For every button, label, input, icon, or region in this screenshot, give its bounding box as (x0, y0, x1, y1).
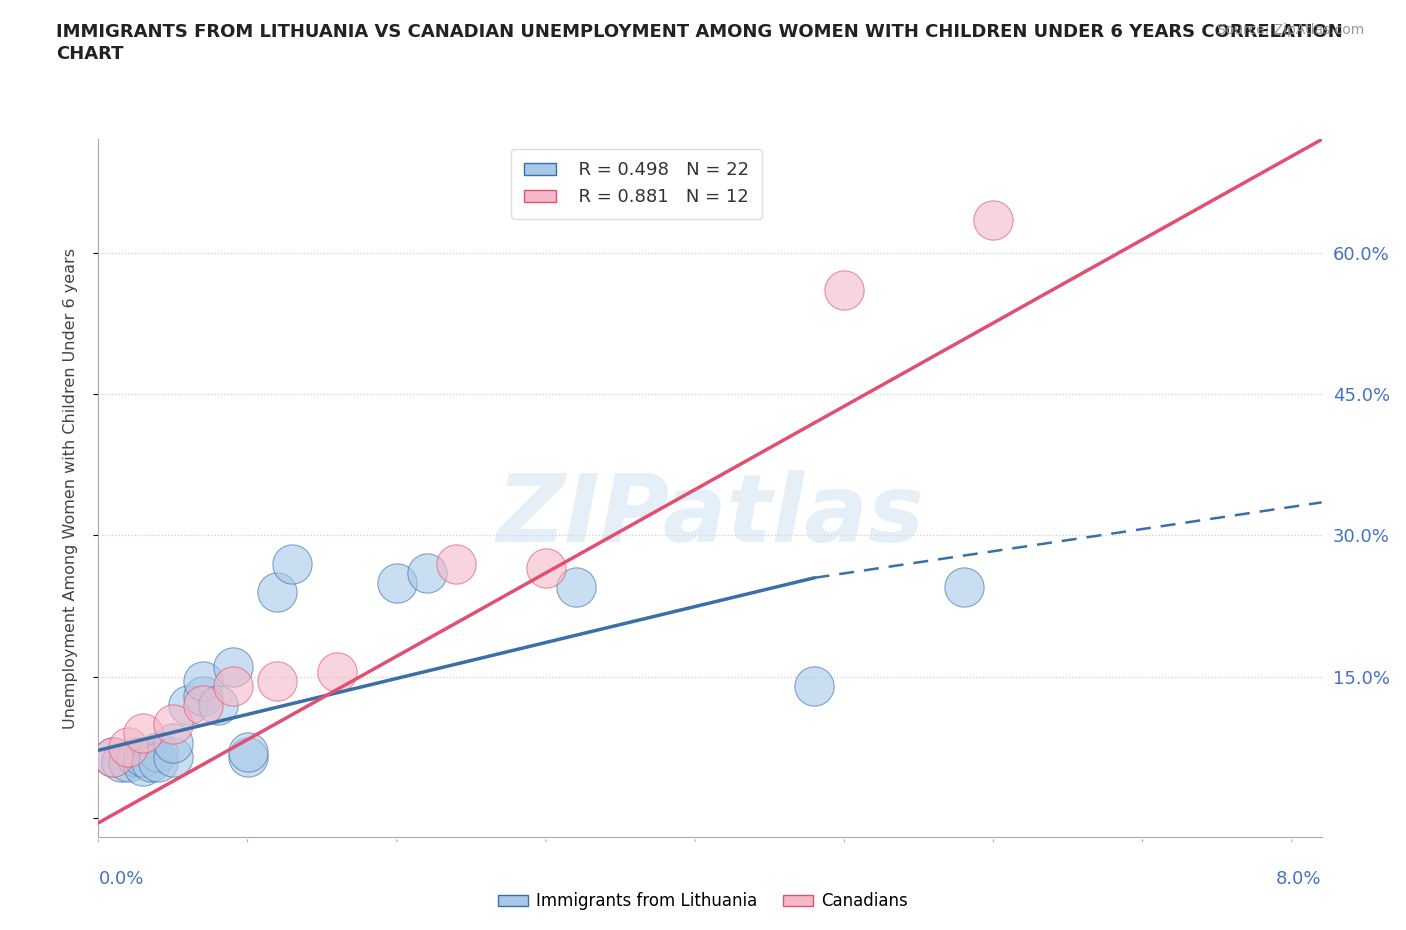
Point (162, 716, 184, 731)
Point (177, 698, 200, 712)
Point (832, 283, 855, 298)
Text: Source: ZipAtlas.com: Source: ZipAtlas.com (1216, 23, 1364, 37)
Point (952, 579, 974, 594)
Point (415, 565, 437, 580)
Point (236, 750, 259, 764)
Point (534, 561, 557, 576)
Point (385, 575, 408, 590)
Text: CHART: CHART (56, 45, 124, 62)
Point (139, 754, 162, 769)
Point (191, 688, 214, 703)
Text: 0.0%: 0.0% (98, 870, 143, 887)
Point (803, 679, 825, 694)
Text: ZIPatlas: ZIPatlas (496, 471, 924, 562)
Point (191, 698, 214, 712)
Point (236, 745, 259, 760)
Legend:   R = 0.498   N = 22,   R = 0.881   N = 12: R = 0.498 N = 22, R = 0.881 N = 12 (512, 149, 762, 219)
Point (132, 750, 155, 764)
Text: IMMIGRANTS FROM LITHUANIA VS CANADIAN UNEMPLOYMENT AMONG WOMEN WITH CHILDREN UND: IMMIGRANTS FROM LITHUANIA VS CANADIAN UN… (56, 23, 1343, 41)
Point (207, 698, 229, 712)
Point (132, 759, 155, 774)
Point (117, 740, 139, 755)
Point (266, 584, 288, 599)
Point (146, 745, 169, 760)
Point (281, 556, 304, 571)
Point (103, 750, 125, 764)
Point (191, 674, 214, 689)
Point (162, 736, 184, 751)
Point (132, 726, 155, 741)
Point (446, 556, 468, 571)
Point (162, 750, 184, 764)
Point (146, 754, 169, 769)
Point (266, 674, 288, 689)
Point (125, 750, 148, 764)
Point (110, 754, 132, 769)
Point (103, 750, 125, 764)
Point (221, 660, 243, 675)
Point (221, 679, 243, 694)
Legend: Immigrants from Lithuania, Canadians: Immigrants from Lithuania, Canadians (492, 885, 914, 917)
Y-axis label: Unemployment Among Women with Children Under 6 years: Unemployment Among Women with Children U… (63, 247, 77, 729)
Point (326, 665, 349, 680)
Point (983, 212, 1005, 227)
Point (117, 754, 139, 769)
Point (565, 579, 588, 594)
Text: 8.0%: 8.0% (1277, 870, 1322, 887)
